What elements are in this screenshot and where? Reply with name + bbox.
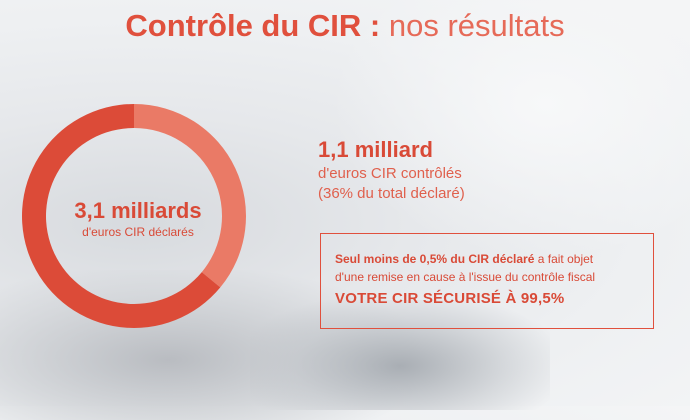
- result-box: Seul moins de 0,5% du CIR déclaré a fait…: [320, 233, 654, 329]
- controlled-caption: d'euros CIR contrôlés: [318, 165, 462, 182]
- controlled-stat: 1,1 milliard d'euros CIR contrôlés (36% …: [318, 136, 465, 204]
- title-bold: Contrôle du CIR :: [125, 8, 381, 43]
- donut-center-label: 3,1 milliards d'euros CIR déclarés: [48, 198, 228, 240]
- controlled-value: 1,1 milliard: [318, 137, 433, 162]
- controlled-share: (36% du total déclaré): [318, 185, 465, 202]
- result-line-2: d'une remise en cause à l'issue du contr…: [335, 270, 596, 284]
- page-title: Contrôle du CIR : nos résultats: [0, 8, 690, 44]
- total-value: 3,1 milliards: [74, 198, 202, 223]
- background-shape: [250, 300, 550, 410]
- title-light: nos résultats: [388, 8, 565, 43]
- background-shape: [330, 0, 690, 260]
- donut-slice-1: [134, 104, 246, 288]
- donut-chart: [22, 104, 246, 328]
- result-line-1: Seul moins de 0,5% du CIR déclaré a fait…: [335, 250, 653, 268]
- result-lead-bold: Seul moins de 0,5% du CIR déclaré: [335, 252, 535, 266]
- donut-slice-2: [22, 104, 221, 328]
- secured-statement: VOTRE CIR SÉCURISÉ À 99,5%: [335, 290, 565, 307]
- result-lead-rest: a fait objet: [534, 252, 594, 266]
- total-caption: d'euros CIR déclarés: [82, 225, 194, 239]
